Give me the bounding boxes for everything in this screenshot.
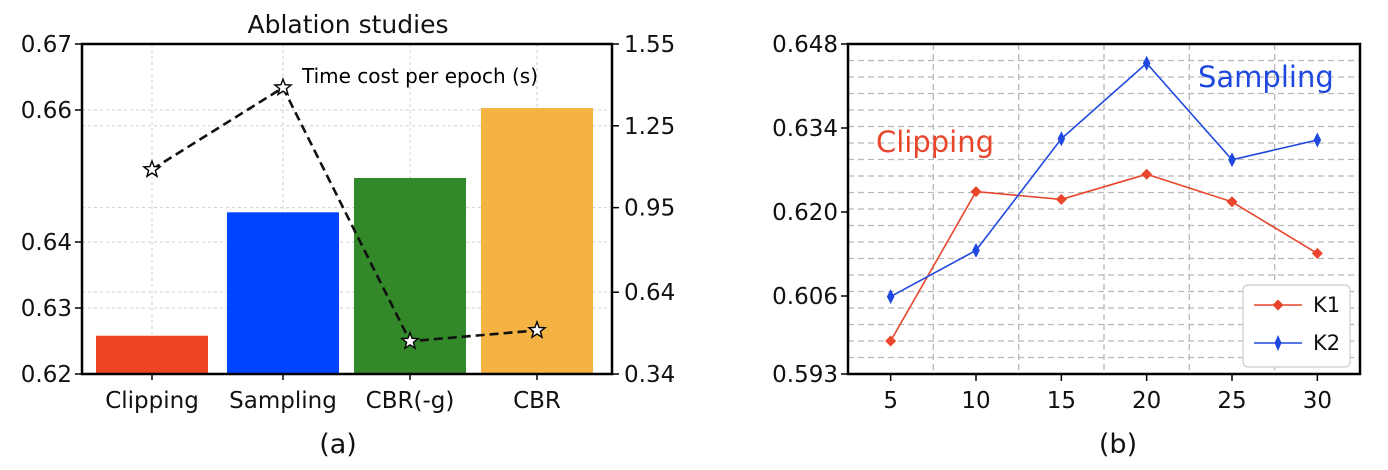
- series-k2-point-2: [1057, 131, 1066, 147]
- annotation-sampling: Sampling: [1198, 60, 1334, 94]
- y-tick-label: 0.620: [772, 200, 838, 226]
- series-line-k2: [890, 62, 1318, 298]
- x-tick-label: 30: [1303, 388, 1332, 414]
- y-tick-label: 0.64: [21, 230, 72, 256]
- y2-tick-label: 0.95: [624, 196, 675, 222]
- y-tick-label: 0.62: [21, 362, 72, 388]
- y-tick-label: 0.648: [772, 32, 838, 58]
- bar-0: [96, 335, 208, 374]
- right-y-axis: 0.34 0.64 0.95 1.25 1.55: [612, 32, 675, 388]
- legend-k2-label: K2: [1313, 331, 1340, 355]
- ablation-chart: Ablation studies 0.62 0.63 0.64 0.66 0.67 0.…: [21, 10, 675, 460]
- time-cost-point-2: [400, 330, 420, 350]
- time-cost-point-1: [273, 77, 293, 97]
- legend-k2-marker: [1274, 335, 1282, 351]
- x-tick-label: 10: [961, 388, 990, 414]
- y-tick-label: 0.67: [21, 32, 72, 58]
- grid: [848, 44, 1360, 374]
- panel-label-b: (b): [1099, 429, 1137, 460]
- time-cost-point-3: [527, 319, 547, 339]
- y2-tick-label: 0.34: [624, 362, 675, 388]
- x-axis: Clipping Sampling CBR(-g) CBR: [105, 374, 561, 414]
- series-k2-point-3: [1142, 55, 1151, 71]
- time-cost-line: [142, 77, 547, 350]
- y-tick-label: 0.63: [21, 296, 72, 322]
- series-lines: [885, 55, 1323, 347]
- series-k1-point-1: [970, 186, 982, 198]
- plot-frame: [80, 42, 614, 376]
- y-tick-label: 0.66: [21, 98, 72, 124]
- x-tick-label: 20: [1132, 388, 1161, 414]
- bars: [96, 108, 593, 375]
- x-axis: 5 10 15 20 25 30: [883, 374, 1332, 414]
- series-k1-point-5: [1311, 247, 1323, 259]
- x-tick-label: 5: [883, 388, 898, 414]
- y2-tick-label: 1.55: [624, 32, 675, 58]
- time-cost-point-0: [142, 158, 162, 178]
- series-k2-point-0: [886, 289, 895, 305]
- left-y-axis: 0.62 0.63 0.64 0.66 0.67: [21, 32, 82, 388]
- series-k2-point-1: [972, 242, 980, 258]
- legend: K1 K2: [1242, 284, 1351, 368]
- series-k1-point-3: [1141, 168, 1153, 180]
- y-tick-label: 0.606: [772, 284, 838, 310]
- plot-frame: [846, 42, 1362, 376]
- series-k1-point-2: [1055, 193, 1067, 205]
- sensitivity-chart: 0.593 0.606 0.620 0.634 0.648 5 10 15 20 25 30 Cl…: [772, 32, 1362, 460]
- x-tick-label: 25: [1217, 388, 1246, 414]
- y2-tick-label: 1.25: [624, 114, 675, 140]
- chart-title: Ablation studies: [248, 10, 449, 39]
- time-cost-path: [151, 85, 538, 343]
- series-k2-point-5: [1313, 132, 1322, 148]
- x-tick-label: Sampling: [229, 388, 337, 414]
- y-axis: 0.593 0.606 0.620 0.634 0.648: [772, 32, 848, 388]
- series-k1-point-4: [1226, 196, 1238, 208]
- legend-k1-label: K1: [1313, 293, 1340, 317]
- time-cost-label: Time cost per epoch (s): [301, 64, 538, 88]
- x-tick-label: Clipping: [105, 388, 199, 414]
- panel-label-a: (a): [319, 429, 357, 460]
- y2-tick-label: 0.64: [624, 280, 675, 306]
- series-line-k1: [889, 173, 1318, 342]
- x-tick-label: CBR(-g): [366, 388, 455, 414]
- annotation-clipping: Clipping: [876, 125, 994, 159]
- bar-1: [227, 212, 339, 374]
- y-tick-label: 0.593: [772, 362, 838, 388]
- series-k1-point-0: [885, 335, 897, 347]
- series-k2-point-4: [1228, 152, 1236, 168]
- x-tick-label: CBR: [513, 388, 561, 414]
- x-tick-label: 15: [1047, 388, 1076, 414]
- y-tick-label: 0.634: [772, 116, 838, 142]
- legend-k1-marker: [1272, 299, 1284, 311]
